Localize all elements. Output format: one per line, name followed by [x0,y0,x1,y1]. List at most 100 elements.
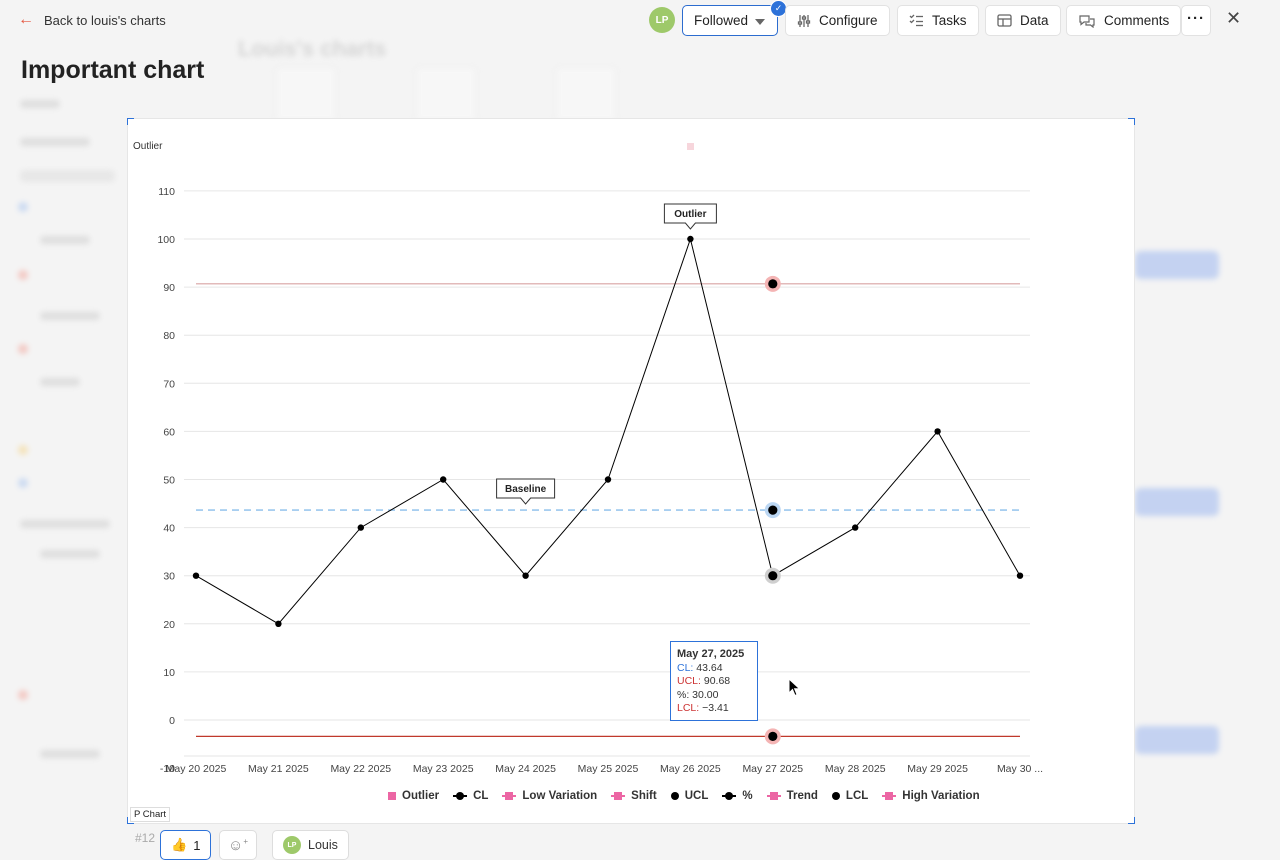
annotation-label: Baseline [505,484,547,495]
y-tick-label: 40 [163,523,175,535]
table-icon [997,14,1012,27]
chart-panel[interactable]: Outlier P Chart [127,118,1135,824]
tooltip-row: CL: 43.64 [677,662,751,676]
tooltip-key: CL: [677,661,694,674]
x-tick-label: May 20 2025 [166,763,227,775]
reaction-button[interactable]: 👍 1 [160,830,212,860]
y-tick-label: 80 [163,330,175,342]
legend-label: Trend [786,790,818,802]
legend-item[interactable]: Outlier [388,790,439,802]
annotation-box [496,478,556,505]
comments-label: Comments [1104,13,1170,28]
page-title: Important chart [21,56,205,84]
data-point [357,524,364,531]
chart-type-label: P Chart [130,807,171,822]
ellipsis-icon: ··· [1187,9,1205,27]
data-point [522,572,529,579]
legend-item[interactable]: CL [453,790,488,802]
y-tick-label: 60 [163,426,175,438]
y-tick-label: 110 [158,186,175,198]
selection-corner [1128,118,1135,125]
avatar[interactable]: LP [649,7,675,33]
hover-point [768,279,778,289]
x-tick-label: May 29 2025 [907,763,968,775]
followed-label: Followed [694,13,749,28]
selection-corner [127,118,134,125]
legend-item[interactable]: UCL [670,790,709,802]
hover-point [768,571,778,581]
tasks-button[interactable]: Tasks [897,5,979,36]
legend-item[interactable]: LCL [831,790,868,802]
legend-marker [766,792,781,800]
legend-marker [831,792,840,800]
selection-corner [1128,817,1135,824]
data-label: Data [1020,13,1049,28]
tooltip-row: LCL: −3.41 [677,702,751,716]
x-tick-label: May 21 2025 [248,763,309,775]
configure-button[interactable]: Configure [785,5,890,36]
legend-label: Shift [631,790,657,802]
x-tick-label: May 24 2025 [495,763,556,775]
chart-legend: Outlier CL Low Variation Shift UCL% Trend LCL H… [388,790,994,802]
data-point [440,476,447,483]
y-tick-label: 90 [163,282,175,294]
tooltip-row: %: 30.00 [677,689,751,703]
chevron-down-icon [755,18,766,25]
data-button[interactable]: Data [985,5,1061,36]
avatar: LP [283,836,301,854]
tooltip-key: %: [677,688,690,701]
y-tick-label: 100 [157,234,175,246]
y-tick-label: 50 [163,475,175,487]
legend-label: UCL [684,790,709,802]
x-tick-label: May 30 ... [997,763,1043,775]
data-point [275,620,282,627]
more-button[interactable]: ··· [1181,5,1211,36]
hover-point [768,731,778,742]
issue-id: #12 [135,831,156,845]
legend-item[interactable]: % [722,790,753,802]
hover-point [768,505,778,515]
data-point [852,524,859,531]
x-tick-label: May 27 2025 [742,763,803,775]
y-tick-label: 70 [163,378,175,390]
legend-marker [388,792,396,800]
x-tick-label: May 26 2025 [660,763,721,775]
x-tick-label: May 23 2025 [413,763,474,775]
y-tick-label: 20 [163,619,175,631]
legend-item[interactable]: High Variation [882,790,980,802]
reaction-count: 1 [193,837,201,853]
legend-label: Low Variation [522,790,598,802]
legend-item[interactable]: Low Variation [502,790,597,802]
data-point [934,428,941,435]
followed-button[interactable]: Followed [682,5,778,36]
tooltip-key: LCL: [677,702,700,715]
legend-label: High Variation [902,790,980,802]
user-name: Louis [308,838,338,852]
mouse-cursor-icon [788,678,801,697]
smiley-plus-icon: ☺+ [228,836,248,854]
tooltip-value: −3.41 [699,702,729,715]
chart-tooltip: May 27, 2025 CL: 43.64 UCL: 90.68%: 30.00… [670,641,758,721]
annotation-label: Outlier [674,209,706,220]
data-point [687,235,694,243]
legend-marker [882,792,897,800]
legend-item[interactable]: Trend [766,790,818,802]
arrow-left-icon: ← [18,11,34,28]
legend-marker [453,792,468,800]
close-icon[interactable]: ✕ [1226,8,1242,28]
x-tick-label: May 28 2025 [825,763,886,775]
data-point [604,476,612,483]
comments-button[interactable]: Comments [1066,5,1182,36]
data-point [192,572,200,579]
tooltip-value: 30.00 [689,688,719,701]
configure-label: Configure [819,13,878,28]
legend-item[interactable]: Shift [611,790,657,802]
user-chip[interactable]: LP Louis [272,830,349,860]
legend-label: Outlier [402,790,440,802]
checklist-icon [909,14,924,27]
selection-corner [127,817,134,824]
add-reaction-button[interactable]: ☺+ [219,830,257,860]
tooltip-value: 90.68 [700,675,731,688]
back-link[interactable]: ← Back to louis's charts [18,12,166,28]
